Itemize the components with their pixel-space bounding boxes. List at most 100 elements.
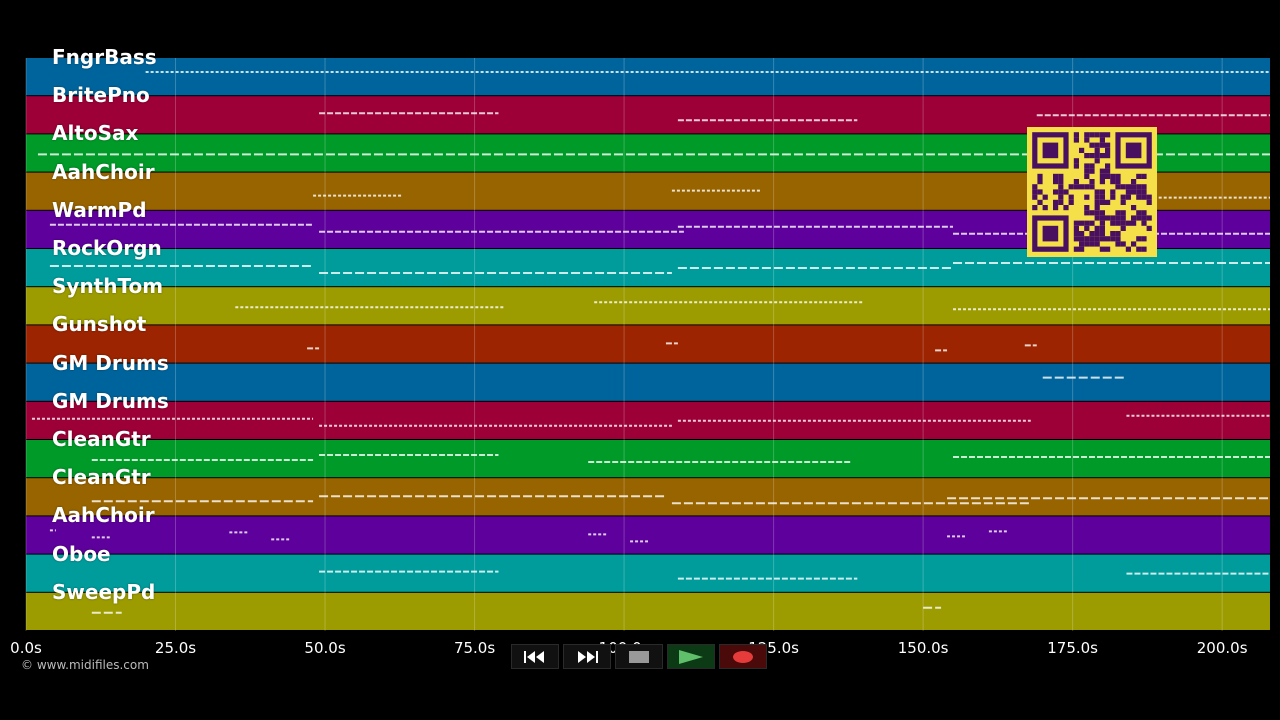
qr-module: [1073, 179, 1079, 185]
qr-module: [1042, 225, 1059, 242]
qr-module: [1099, 194, 1105, 200]
track-lane: [26, 325, 1270, 363]
record-button[interactable]: [719, 644, 767, 669]
qr-module: [1053, 205, 1059, 211]
track-label: SynthTom: [52, 274, 164, 299]
qr-module: [1073, 184, 1079, 190]
time-tick-label: 75.0s: [453, 639, 496, 657]
qr-module: [1073, 225, 1079, 231]
qr-module: [1079, 241, 1085, 247]
qr-module: [1058, 179, 1064, 185]
qr-module: [1125, 220, 1131, 226]
qr-module: [1094, 236, 1100, 242]
track-label: RockOrgn: [52, 236, 162, 260]
qr-module: [1084, 173, 1090, 179]
qr-module: [1125, 142, 1142, 159]
qr-module: [1032, 184, 1038, 190]
qr-module: [1136, 189, 1142, 195]
qr-module: [1084, 168, 1090, 174]
qr-module: [1037, 173, 1043, 179]
time-tick-label: 175.0s: [1047, 639, 1099, 657]
qr-module: [1115, 179, 1121, 185]
stop-button[interactable]: [615, 644, 663, 669]
qr-module: [1053, 189, 1059, 195]
qr-module: [1084, 137, 1090, 143]
time-tick-label: 150.0s: [897, 639, 949, 657]
qr-module: [1115, 220, 1121, 226]
track-lane: [26, 363, 1270, 401]
qr-module: [1063, 189, 1069, 195]
qr-module: [1115, 231, 1121, 237]
qr-module: [1037, 199, 1043, 205]
qr-module: [1089, 231, 1095, 237]
qr-module: [1125, 184, 1131, 190]
qr-module: [1089, 168, 1095, 174]
qr-module: [1073, 163, 1079, 169]
qr-module: [1120, 215, 1126, 221]
qr-module: [1105, 132, 1111, 138]
qr-module: [1058, 184, 1064, 190]
time-tick-label: 200.0s: [1196, 639, 1248, 657]
qr-module: [1089, 132, 1095, 138]
qr-module: [1110, 179, 1116, 185]
track-label: WarmPd: [52, 197, 147, 222]
qr-module: [1094, 142, 1100, 148]
qr-module: [1079, 220, 1085, 226]
qr-module: [1079, 184, 1085, 190]
fast-forward-icon: [578, 650, 598, 663]
qr-module: [1099, 153, 1105, 159]
qr-module: [1136, 210, 1142, 216]
qr-module: [1146, 194, 1152, 200]
qr-module: [1125, 194, 1131, 200]
qr-module: [1141, 210, 1147, 216]
qr-module: [1099, 132, 1105, 138]
rewind-button[interactable]: [511, 644, 559, 669]
qr-module: [1079, 236, 1085, 242]
qr-module: [1110, 189, 1116, 195]
qr-module: [1073, 137, 1079, 143]
qr-module: [1084, 132, 1090, 138]
track-lane: [26, 287, 1270, 325]
qr-module: [1084, 163, 1090, 169]
qr-module: [1032, 205, 1038, 211]
track-label: SweepPd: [52, 579, 156, 604]
qr-module: [1136, 236, 1142, 242]
qr-module: [1058, 173, 1064, 179]
qr-module: [1115, 210, 1121, 216]
qr-code-icon: [1027, 127, 1157, 257]
qr-module: [1115, 173, 1121, 179]
qr-module: [1094, 199, 1100, 205]
qr-module: [1125, 246, 1131, 252]
qr-module: [1099, 179, 1105, 185]
fast-forward-button[interactable]: [563, 644, 611, 669]
track-label: GM Drums: [52, 388, 169, 413]
qr-module: [1042, 205, 1048, 211]
qr-module: [1099, 246, 1105, 252]
qr-module: [1073, 231, 1079, 237]
qr-module: [1094, 225, 1100, 231]
qr-module: [1073, 220, 1079, 226]
qr-module: [1141, 246, 1147, 252]
qr-module: [1136, 184, 1142, 190]
qr-module: [1125, 189, 1131, 195]
qr-module: [1094, 231, 1100, 237]
qr-module: [1110, 194, 1116, 200]
time-tick-label: 25.0s: [154, 639, 197, 657]
qr-module: [1141, 184, 1147, 190]
qr-module: [1084, 184, 1090, 190]
qr-module: [1131, 189, 1137, 195]
qr-module: [1063, 205, 1069, 211]
qr-module: [1099, 225, 1105, 231]
qr-module: [1032, 189, 1038, 195]
play-button[interactable]: [667, 644, 715, 669]
qr-module: [1079, 246, 1085, 252]
qr-module: [1131, 184, 1137, 190]
qr-module: [1094, 241, 1100, 247]
qr-module: [1094, 153, 1100, 159]
qr-module: [1120, 241, 1126, 247]
qr-module: [1058, 194, 1064, 200]
qr-module: [1094, 210, 1100, 216]
rewind-icon: [524, 650, 544, 663]
track-lane: [26, 440, 1270, 478]
